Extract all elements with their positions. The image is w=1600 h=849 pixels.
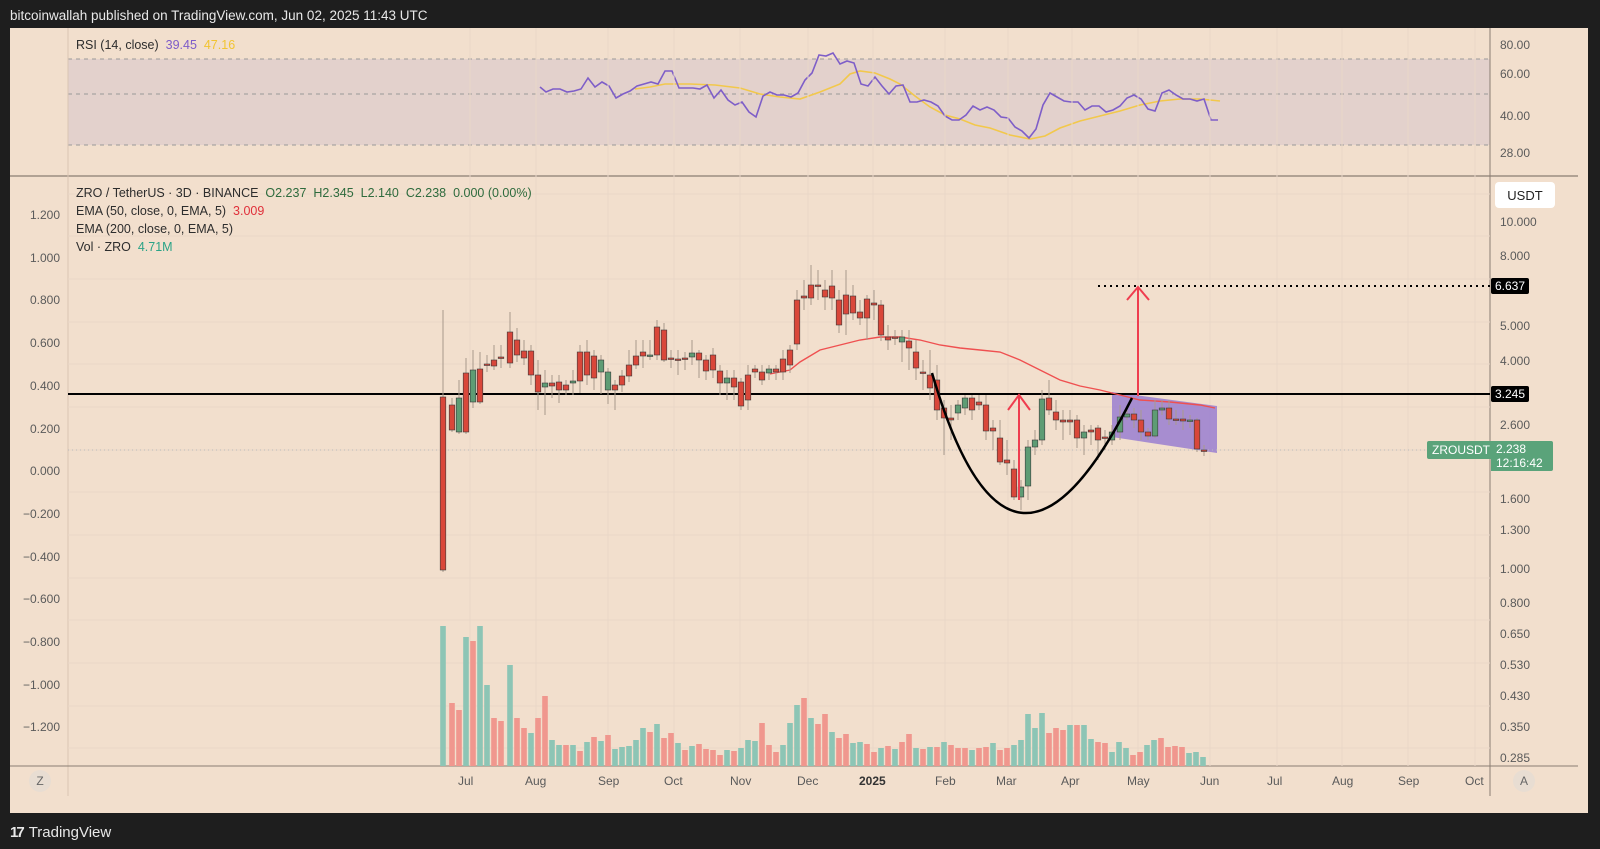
rsi-tick: 40.00 — [1500, 109, 1531, 123]
cup-curve — [930, 372, 1134, 515]
price-tick: 0.800 — [1500, 596, 1531, 610]
time-tick: May — [1127, 774, 1150, 788]
ohlc-high: H2.345 — [313, 186, 354, 200]
price-tick: 10.000 — [1500, 215, 1537, 229]
rsi-tick: 80.00 — [1500, 38, 1531, 52]
time-tick: Jul — [1267, 774, 1283, 788]
rsi-label: RSI (14, close) — [76, 38, 159, 52]
volume-bars — [440, 626, 1206, 766]
time-tick: Oct — [664, 774, 683, 788]
left-scale-tick: −0.800 — [22, 635, 60, 649]
time-tick: Jul — [458, 774, 474, 788]
symbol-line: ZRO / TetherUS · 3D · BINANCE O2.237 H2.… — [76, 184, 532, 202]
price-tick: 5.000 — [1500, 319, 1531, 333]
price-tick: 0.350 — [1500, 720, 1531, 734]
ema50-value: 3.009 — [233, 204, 265, 218]
rsi-pane — [68, 51, 1490, 146]
time-tick: Sep — [1398, 774, 1420, 788]
symbol-tag: ZROUSDT — [1427, 441, 1495, 459]
left-scale-tick: −0.400 — [22, 549, 60, 564]
time-tick: Nov — [730, 774, 752, 788]
price-tick: 0.285 — [1500, 751, 1531, 765]
ema50-legend[interactable]: EMA (50, close, 0, EMA, 5) 3.009 — [76, 202, 532, 220]
ema200-label: EMA (200, close, 0, EMA, 5) — [76, 222, 234, 236]
time-tick: Feb — [935, 774, 956, 788]
last-price: 2.238 — [1496, 442, 1527, 456]
left-scale-tick: 0.800 — [29, 293, 60, 308]
left-scale-tick: 0.200 — [29, 421, 60, 436]
time-tick: Aug — [1332, 774, 1354, 788]
ema200-legend[interactable]: EMA (200, close, 0, EMA, 5) — [76, 220, 532, 238]
price-tick: 2.600 — [1500, 418, 1531, 432]
rsi-legend[interactable]: RSI (14, close) 39.45 47.16 — [76, 36, 235, 54]
chart-frame[interactable] — [10, 28, 1588, 813]
measured-move-arrow — [1007, 393, 1031, 500]
left-scale-tick: 0.600 — [29, 336, 60, 351]
rsi-line — [539, 51, 1218, 140]
resistance-price-tag: 3.245 — [1491, 386, 1530, 402]
left-scale-tick: 0.000 — [29, 464, 60, 479]
symbol-title: ZRO / TetherUS · 3D · BINANCE — [76, 186, 259, 200]
price-tick: 4.000 — [1500, 354, 1531, 368]
volume-value: 4.71M — [137, 240, 173, 254]
rsi-tick: 28.00 — [1500, 146, 1531, 160]
ohlc-low: L2.140 — [360, 186, 399, 200]
time-tick: Mar — [996, 774, 1017, 788]
ema50-label: EMA (50, close, 0, EMA, 5) — [76, 204, 227, 218]
last-price-tag: 2.238 12:16:42 — [1491, 441, 1553, 471]
left-scale-tick: 0.400 — [29, 378, 60, 393]
volume-label: Vol · ZRO — [76, 240, 131, 254]
left-scale-tick: −0.200 — [22, 506, 60, 521]
tradingview-logo-icon: 17 — [10, 824, 25, 841]
rsi-tick: 60.00 — [1500, 67, 1531, 81]
target-arrow — [1126, 285, 1150, 396]
price-tick: 1.000 — [1500, 562, 1531, 576]
left-scale-tick: −1.000 — [22, 677, 60, 692]
left-scale-tick: 1.000 — [29, 250, 60, 265]
footer-brand: TradingView — [28, 824, 112, 841]
time-tick: Dec — [797, 774, 819, 788]
time-tick: Apr — [1061, 774, 1080, 788]
ema50-line — [769, 336, 1216, 409]
ohlc-open: O2.237 — [265, 186, 307, 200]
price-tick: 1.600 — [1500, 492, 1531, 506]
price-tick: 0.430 — [1500, 689, 1531, 703]
target-price-tag: 6.637 — [1491, 278, 1530, 294]
price-tick: 0.650 — [1500, 627, 1531, 641]
currency-button[interactable]: USDT — [1495, 182, 1555, 208]
left-scale-tick: −1.200 — [22, 720, 60, 735]
time-tick: Oct — [1465, 774, 1484, 788]
rsi-value: 39.45 — [165, 38, 197, 52]
candlesticks — [439, 265, 1208, 572]
price-tick: 1.300 — [1500, 523, 1531, 537]
time-tick: Sep — [598, 774, 620, 788]
time-tick: Aug — [525, 774, 547, 788]
bar-countdown: 12:16:42 — [1496, 456, 1543, 470]
footer: 17 TradingView — [10, 824, 111, 841]
rsi-band — [68, 59, 1490, 145]
rsi-ma-value: 47.16 — [203, 38, 236, 52]
auto-scale-button[interactable]: A — [1513, 770, 1535, 792]
main-legend[interactable]: ZRO / TetherUS · 3D · BINANCE O2.237 H2.… — [76, 184, 532, 256]
volume-legend[interactable]: Vol · ZRO 4.71M — [76, 238, 532, 256]
time-tick: 2025 — [859, 774, 886, 788]
zoom-reset-button[interactable]: Z — [29, 770, 51, 792]
publish-info: bitcoinwallah published on TradingView.c… — [10, 8, 428, 23]
ohlc-change: 0.000 (0.00%) — [453, 186, 532, 200]
left-scale-tick: −0.600 — [22, 592, 60, 607]
rsi-ma-line — [634, 70, 1221, 140]
ohlc-close: C2.238 — [405, 186, 447, 200]
price-tick: 0.530 — [1500, 658, 1531, 672]
bull-flag-channel — [1112, 392, 1217, 453]
price-tick: 8.000 — [1500, 249, 1531, 263]
left-scale-tick: 1.200 — [29, 208, 60, 222]
time-tick: Jun — [1200, 774, 1220, 788]
